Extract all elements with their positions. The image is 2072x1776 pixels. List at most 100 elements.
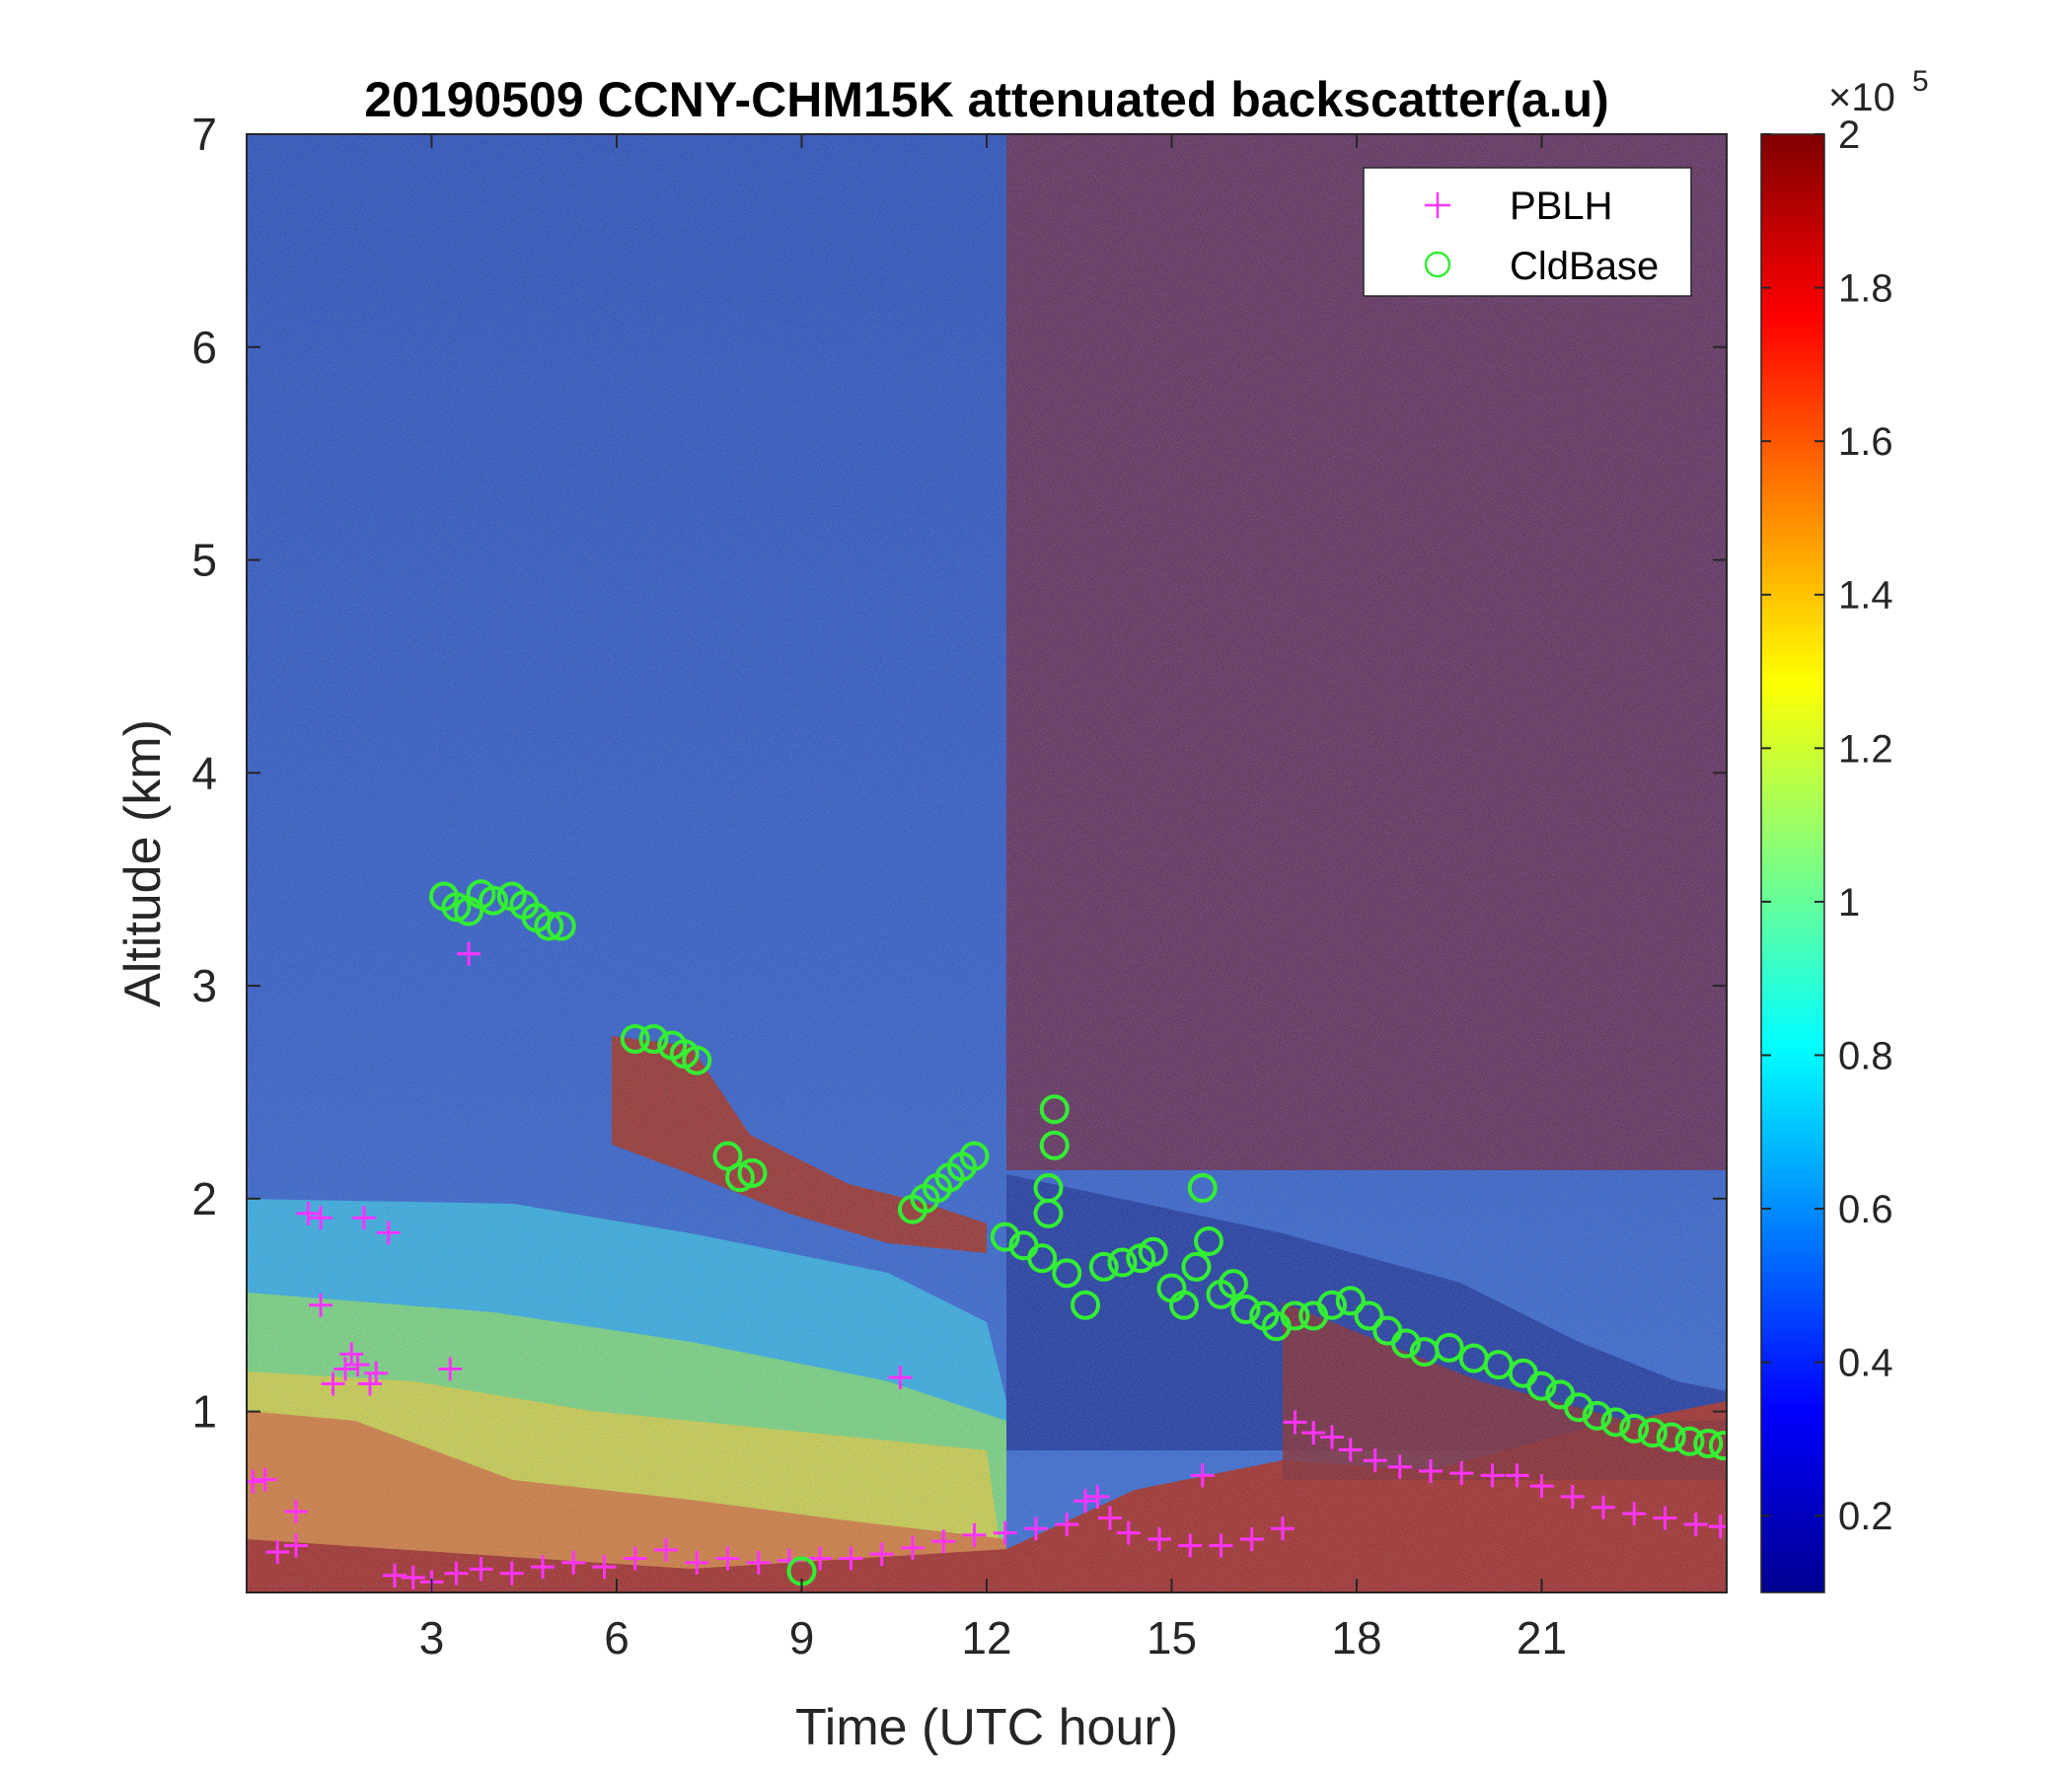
pblh-point (351, 1206, 376, 1230)
legend-label-cldbase: CldBase (1510, 245, 1659, 288)
pblh-point (321, 1371, 345, 1396)
pblh-point (284, 1533, 308, 1558)
pblh-point (358, 1371, 382, 1396)
cldbase-point (737, 1157, 768, 1188)
cldbase-point (1027, 1243, 1058, 1274)
colorbar-tick-label: 0.2 (1838, 1495, 1893, 1538)
x-tick-label: 18 (1331, 1612, 1381, 1664)
pblh-point (383, 1563, 407, 1588)
cldbase-point (1564, 1392, 1593, 1423)
colorbar (1760, 133, 1825, 1593)
cldbase-point (1708, 1431, 1727, 1461)
colorbar-tick-label: 1 (1838, 881, 1860, 925)
pblh-point (1073, 1489, 1097, 1514)
colorbar-tick-label: 0.4 (1838, 1342, 1893, 1385)
cldbase-point (1434, 1332, 1464, 1363)
cldbase-point (1039, 1094, 1070, 1125)
cldbase-point (1138, 1236, 1168, 1267)
pblh-point (1147, 1527, 1171, 1552)
cldbase-point (1526, 1370, 1557, 1401)
cldbase-point (1674, 1426, 1705, 1456)
cldbase-point (638, 1024, 669, 1055)
pblh-point (1085, 1484, 1110, 1509)
pblh-point (309, 1293, 333, 1317)
legend-box (1363, 167, 1692, 297)
chart-title: 20190509 CCNY-CHM15K attenuated backscat… (364, 72, 1609, 127)
cldbase-point (1230, 1295, 1261, 1325)
pblh-point (1239, 1527, 1264, 1552)
pblh-point (931, 1529, 956, 1554)
pblh-point (561, 1550, 586, 1575)
pblh-point (1529, 1474, 1554, 1499)
pblh-point (339, 1342, 364, 1367)
pblh-point (839, 1546, 863, 1571)
y-tick-label: 6 (191, 322, 217, 373)
colorbar-tick-label: 0.6 (1838, 1188, 1893, 1231)
y-axis-label: Altitude (km) (114, 719, 172, 1007)
pblh-point (746, 1550, 771, 1575)
pblh-point (1283, 1410, 1307, 1435)
pblh-point (457, 941, 481, 966)
pblh-point (333, 1357, 357, 1381)
colorbar-multiplier-base: ×10 (1828, 76, 1895, 119)
pblh-point (1098, 1506, 1122, 1530)
pblh-point (309, 1206, 333, 1230)
pblh-point (1338, 1438, 1363, 1462)
legend-label-pblh: PBLH (1510, 185, 1613, 228)
cldbase-point (990, 1221, 1020, 1252)
pblh-point (253, 1467, 277, 1492)
cldbase-point (1582, 1400, 1612, 1431)
y-tick-label: 5 (191, 535, 217, 586)
colorbar-tick-label: 2 (1838, 113, 1860, 157)
cldbase-point (620, 1024, 650, 1055)
cldbase-point (1638, 1418, 1667, 1448)
pblh-point (364, 1361, 389, 1385)
pblh-point (1363, 1448, 1387, 1473)
x-tick-label: 9 (789, 1612, 815, 1664)
x-tick-label: 15 (1147, 1612, 1197, 1664)
cldbase-point (1088, 1251, 1119, 1282)
y-tick-label: 3 (191, 960, 217, 1011)
pblh-point (623, 1546, 647, 1571)
pblh-point (1449, 1461, 1474, 1486)
cldbase-point (725, 1162, 755, 1193)
cldbase-point (712, 1141, 743, 1171)
cldbase-point (1194, 1225, 1223, 1256)
colorbar-tick-label: 1.4 (1838, 574, 1893, 618)
pblh-point (1622, 1502, 1647, 1526)
pblh-point (1591, 1495, 1615, 1519)
heatmap-image (247, 134, 1727, 1592)
pblh-point (1190, 1463, 1215, 1488)
pblh-point (499, 1561, 524, 1586)
colorbar-tick-label: 1.8 (1838, 267, 1893, 311)
cldbase-point (1600, 1407, 1631, 1438)
cldbase-point (546, 911, 576, 941)
colorbar-tick-label: 1.6 (1838, 420, 1893, 464)
cldbase-point (959, 1141, 990, 1171)
cldbase-point (1619, 1413, 1650, 1443)
cldbase-point (479, 885, 508, 916)
pblh-point (1209, 1533, 1233, 1558)
pblh-point (284, 1500, 308, 1524)
pblh-point (1301, 1421, 1326, 1445)
x-tick-label: 3 (419, 1612, 445, 1664)
x-tick-label: 21 (1517, 1612, 1567, 1664)
pblh-point (531, 1555, 555, 1580)
cldbase-point (1280, 1300, 1310, 1331)
cldbase-point (1391, 1328, 1421, 1359)
pblh-point (1178, 1533, 1203, 1558)
pblh-point (444, 1561, 469, 1586)
legend-marker-pblh (1425, 192, 1450, 218)
cldbase-point (1187, 1173, 1218, 1204)
pblh-point (345, 1353, 370, 1377)
legend: PBLH CldBase (1363, 167, 1692, 297)
pblh-point (1683, 1512, 1708, 1536)
cldbase-point (682, 1045, 712, 1075)
pblh-point (869, 1542, 894, 1567)
colorbar-tick-label: 0.8 (1838, 1034, 1893, 1077)
colorbar-multiplier: ×10 5 (1828, 65, 1929, 119)
pblh-point (1419, 1459, 1443, 1484)
pblh-point (296, 1201, 321, 1225)
pblh-point (1055, 1512, 1079, 1536)
